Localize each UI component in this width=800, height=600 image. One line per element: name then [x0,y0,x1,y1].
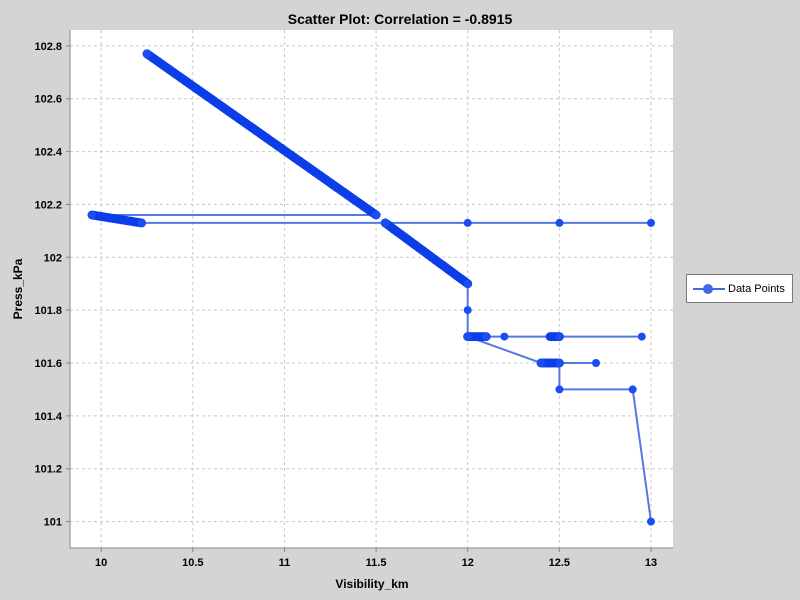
data-point [463,279,472,288]
axis-ticks: 10 10.5 11 11.5 12 12.5 13 101 101.2 101.4 101.6 10… [34,41,657,569]
data-point [381,218,390,227]
data-point [555,385,564,394]
data-point [372,211,381,219]
data-point [482,332,491,341]
x-tick-label: 10.5 [182,557,203,569]
y-tick-label: 101.6 [34,358,62,370]
legend-marker-icon [691,282,727,296]
data-point [555,218,564,227]
x-tick-label: 11 [279,557,291,569]
data-point [137,218,146,227]
x-tick-label: 13 [645,557,657,569]
x-tick-label: 10 [95,557,107,569]
data-point [463,306,472,315]
legend: Data Points [686,274,793,303]
y-tick-label: 102.8 [34,41,62,53]
data-point [555,359,564,367]
data-point [637,332,646,341]
chart-title: Scatter Plot: Correlation = -0.8915 [288,11,513,27]
plot-area [70,30,673,548]
x-tick-label: 11.5 [366,557,387,569]
y-tick-label: 101.4 [34,411,62,423]
x-tick-label: 12 [462,557,474,569]
data-point [88,211,96,219]
data-point [463,332,472,341]
y-tick-label: 102 [44,252,62,264]
data-point [647,218,655,227]
y-axis-title: Press_kPa [11,258,25,319]
y-tick-label: 101.8 [34,305,62,317]
data-point [592,359,600,367]
x-axis-title: Visibility_km [335,577,408,591]
y-tick-label: 102.6 [34,94,62,106]
legend-label: Data Points [728,282,785,295]
data-point [647,517,655,526]
x-tick-label: 12.5 [549,557,570,569]
data-point [555,332,564,341]
data-point [463,218,472,227]
data-point [500,332,509,341]
y-tick-label: 101 [44,517,62,529]
data-point [537,359,545,367]
series-data-points [87,49,655,526]
y-tick-label: 102.2 [34,199,62,211]
y-tick-label: 102.4 [34,147,62,159]
y-tick-label: 101.2 [34,464,62,476]
data-point [628,385,637,394]
data-point [143,49,151,58]
